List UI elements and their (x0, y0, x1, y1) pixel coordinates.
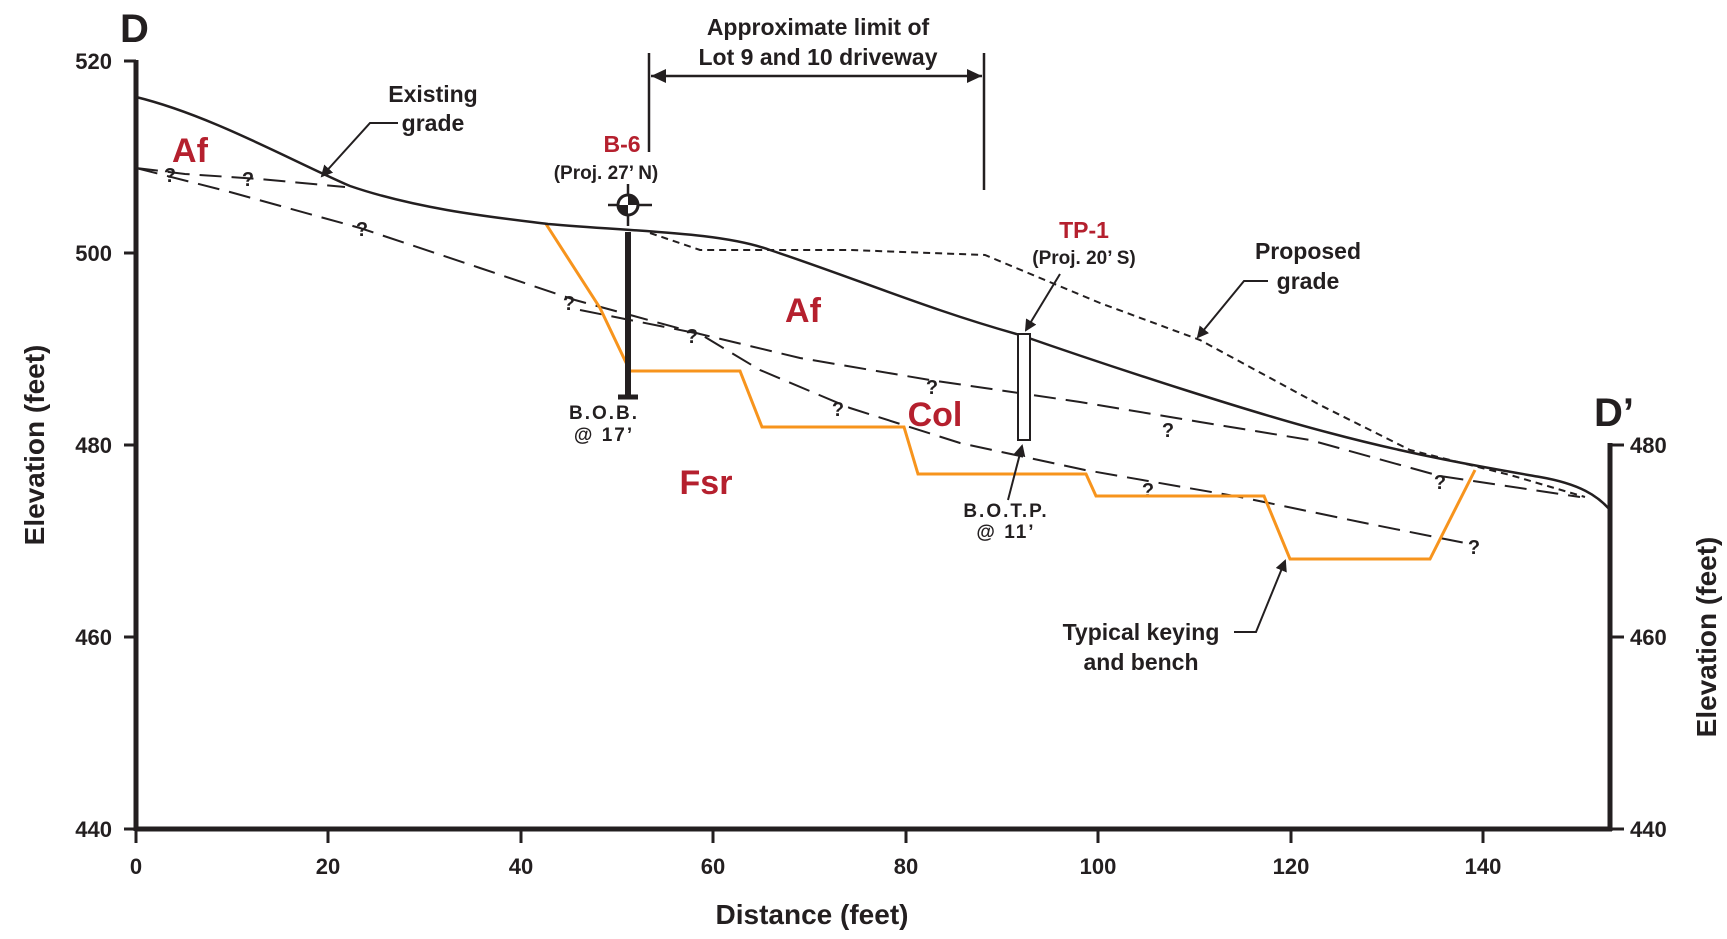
query-mark: ? (832, 399, 844, 421)
y-axis-title-left: Elevation (feet) (19, 345, 50, 546)
tp1-name: TP-1 (1059, 217, 1109, 243)
query-mark: ? (356, 219, 368, 241)
unit-label-fsr: Fsr (680, 464, 733, 502)
y-axis-title-right: Elevation (feet) (1691, 537, 1722, 738)
query-mark: ? (686, 326, 698, 348)
y-tick-left-520: 520 (75, 49, 112, 74)
query-mark: ? (1468, 537, 1480, 559)
unit-label-col: Col (908, 396, 963, 434)
y-tick-left-500: 500 (75, 241, 112, 266)
b6-bottom-label-1: B.O.B. (569, 403, 639, 424)
x-tick-140: 140 (1465, 854, 1502, 879)
driveway-label-line2: Lot 9 and 10 driveway (698, 44, 937, 70)
proposed-grade-leader (1196, 280, 1268, 339)
keying-leader (1234, 559, 1287, 633)
section-label-right: D’ (1594, 391, 1634, 435)
query-mark: ? (1162, 420, 1174, 442)
x-tick-20: 20 (316, 854, 340, 879)
x-tick-120: 120 (1273, 854, 1310, 879)
tp1-leader (1024, 273, 1061, 332)
proposed-grade-line (649, 232, 1586, 498)
driveway-limit-bracket (647, 53, 986, 190)
b6-projection: (Proj. 27’ N) (554, 163, 659, 184)
y-tick-right-440: 440 (1630, 817, 1667, 842)
boring-b6 (608, 184, 652, 400)
query-marks: ? ? ? ? ? ? ? ? ? ? ? (164, 165, 1480, 559)
query-mark: ? (1142, 480, 1154, 502)
x-tick-80: 80 (894, 854, 918, 879)
tp1-bottom-label-2: @ 11’ (976, 522, 1035, 543)
existing-grade-label-2: grade (402, 110, 465, 136)
b6-bottom-label-2: @ 17’ (574, 425, 634, 446)
existing-grade-leader (320, 122, 398, 178)
y-tick-left-480: 480 (75, 433, 112, 458)
y-ticks-left: 520 500 480 460 440 (75, 49, 136, 842)
y-tick-left-440: 440 (75, 817, 112, 842)
existing-grade-line (135, 95, 1611, 511)
unit-label-af-mid: Af (785, 292, 822, 330)
query-mark: ? (164, 165, 176, 187)
query-mark: ? (1434, 472, 1446, 494)
query-mark: ? (926, 377, 938, 399)
axes-frame (133, 60, 1613, 832)
y-tick-left-460: 460 (75, 625, 112, 650)
x-tick-60: 60 (701, 854, 725, 879)
y-ticks-right: 480 460 440 (1610, 433, 1667, 842)
x-ticks: 0 20 40 60 80 100 120 140 (130, 829, 1501, 879)
contact-af-lower (135, 167, 1581, 498)
tp1-projection: (Proj. 20’ S) (1032, 248, 1135, 269)
b6-name: B-6 (603, 131, 640, 157)
x-tick-100: 100 (1080, 854, 1117, 879)
contact-col-lower (579, 309, 1466, 544)
tp1-bottom-label-1: B.O.T.P. (963, 501, 1048, 522)
x-tick-0: 0 (130, 854, 142, 879)
proposed-grade-label-2: grade (1277, 268, 1340, 294)
x-tick-40: 40 (509, 854, 533, 879)
keying-label-2: and bench (1083, 649, 1198, 675)
query-mark: ? (242, 169, 254, 191)
driveway-label-line1: Approximate limit of (707, 14, 930, 40)
test-pit-tp1 (1017, 333, 1031, 441)
x-axis-title: Distance (feet) (716, 899, 909, 930)
query-mark: ? (563, 293, 575, 315)
y-tick-right-480: 480 (1630, 433, 1667, 458)
tp1-bottom-leader (1007, 444, 1026, 501)
geologic-contacts (135, 167, 1581, 544)
contact-af-upper (135, 167, 346, 188)
existing-grade-label-1: Existing (388, 81, 477, 107)
y-tick-right-460: 460 (1630, 625, 1667, 650)
unit-label-af-top: Af (172, 132, 209, 170)
proposed-grade-label-1: Proposed (1255, 238, 1361, 264)
keying-label-1: Typical keying (1063, 619, 1220, 645)
section-label-left: D (120, 7, 149, 51)
